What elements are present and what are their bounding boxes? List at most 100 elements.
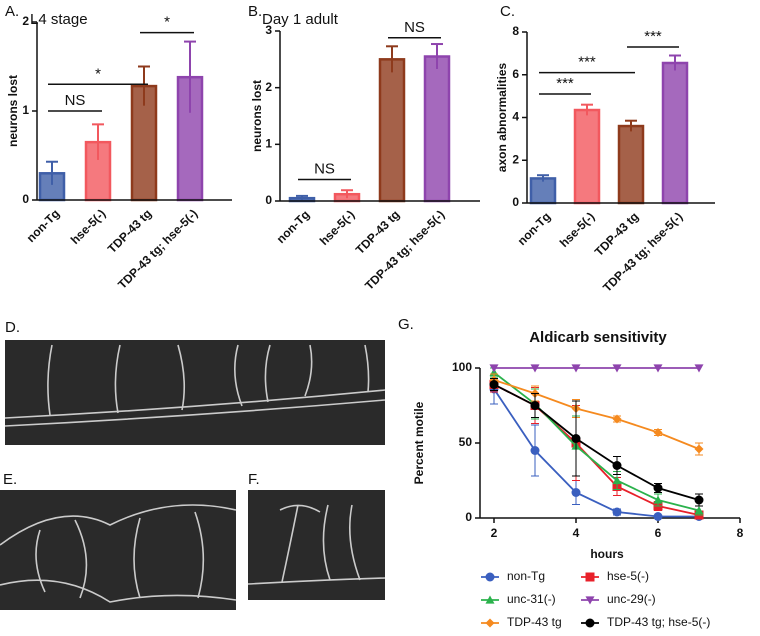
y-tick-label: 0 <box>465 510 472 524</box>
x-tick-label: TDP-43 tg; hse-5(-) <box>115 206 200 291</box>
marker <box>530 364 540 373</box>
error-bar <box>431 43 443 69</box>
marker <box>489 380 499 389</box>
marker <box>571 488 581 497</box>
series-line <box>493 383 700 516</box>
y-axis-label: Percent motile <box>412 401 426 484</box>
y-tick-label: 6 <box>512 67 519 81</box>
error-bar <box>537 174 549 182</box>
legend-label: unc-31(-) <box>507 592 556 606</box>
significance-label: NS <box>404 19 425 36</box>
marker <box>489 364 499 373</box>
marker <box>530 401 540 410</box>
x-tick-label: 6 <box>655 526 662 540</box>
y-axis-label: neurons lost <box>250 80 264 152</box>
significance-label: *** <box>556 75 574 92</box>
marker <box>694 495 704 505</box>
micrograph-e <box>0 490 237 610</box>
legend-label: TDP-43 tg <box>507 615 562 629</box>
panel-label: A. <box>5 3 19 20</box>
x-tick-label: hse-5(-) <box>68 206 109 247</box>
panel-label: G. <box>398 316 414 333</box>
y-tick-label: 1 <box>22 103 29 117</box>
marker <box>653 512 663 521</box>
y-tick-label: 0 <box>512 195 519 209</box>
marker <box>694 506 704 515</box>
error-bar <box>341 189 353 199</box>
bar <box>423 55 451 203</box>
series-line <box>493 388 699 518</box>
panel-label: C. <box>500 3 515 20</box>
error-bar <box>46 160 58 185</box>
marker <box>694 444 704 454</box>
chart-title: L4 stage <box>30 11 88 28</box>
x-tick-label: TDP-43 tg; hse-5(-) <box>600 209 685 294</box>
legend-label: TDP-43 tg; hse-5(-) <box>607 615 710 629</box>
x-tick-label: TDP-43 tg <box>105 206 155 256</box>
error-bar <box>669 54 681 71</box>
panel-label: D. <box>5 319 20 336</box>
legend-label: unc-29(-) <box>607 592 656 606</box>
y-tick-label: 50 <box>459 435 473 449</box>
bar <box>617 124 645 205</box>
bar <box>573 108 601 205</box>
error-bar <box>581 103 593 116</box>
marker <box>612 414 622 424</box>
marker <box>612 364 622 373</box>
bar <box>378 58 406 203</box>
chart-title: Aldicarb sensitivity <box>529 329 667 346</box>
y-axis-label: axon abnormalities <box>495 62 509 172</box>
y-tick-label: 3 <box>265 23 272 37</box>
error-bar <box>92 123 104 160</box>
y-tick-label: 2 <box>22 14 29 28</box>
marker <box>585 572 595 582</box>
panel-label: E. <box>3 471 17 488</box>
y-tick-label: 2 <box>265 80 272 94</box>
x-tick-label: 8 <box>737 526 744 540</box>
x-tick-label: non-Tg <box>24 206 63 245</box>
series-line <box>493 383 700 501</box>
marker <box>612 476 622 485</box>
y-tick-label: 0 <box>265 193 272 207</box>
legend-label: hse-5(-) <box>607 569 649 583</box>
bar <box>661 61 689 205</box>
bar <box>529 177 557 205</box>
marker <box>571 364 581 373</box>
series-line <box>493 379 700 450</box>
marker <box>485 595 495 604</box>
y-tick-label: 1 <box>265 137 272 151</box>
x-axis-label: hours <box>590 547 624 561</box>
error-bar <box>625 119 637 132</box>
significance-label: *** <box>578 54 596 71</box>
chart-title: Day 1 adult <box>262 11 339 28</box>
y-tick-label: 0 <box>22 192 29 206</box>
micrograph-d <box>4 340 386 445</box>
marker <box>530 446 540 455</box>
marker <box>485 618 495 628</box>
panel-label: F. <box>248 471 260 488</box>
error-bar <box>296 194 308 201</box>
y-tick-label: 100 <box>452 360 472 374</box>
marker <box>653 495 663 504</box>
x-tick-label: hse-5(-) <box>317 207 358 248</box>
error-bar <box>138 65 150 106</box>
significance-label: NS <box>314 160 335 177</box>
marker <box>653 428 663 437</box>
micrograph-f <box>247 490 386 600</box>
y-tick-label: 8 <box>512 24 519 38</box>
series-line <box>493 371 700 512</box>
marker <box>585 618 595 628</box>
marker <box>612 461 622 470</box>
x-tick-label: non-Tg <box>274 207 313 246</box>
error-bar <box>386 45 398 73</box>
legend-label: non-Tg <box>507 569 545 583</box>
x-tick-label: non-Tg <box>515 209 554 248</box>
panel-label: B. <box>248 3 262 20</box>
marker <box>585 596 595 605</box>
x-tick-label: 2 <box>491 526 498 540</box>
marker <box>694 364 704 373</box>
marker <box>653 364 663 373</box>
significance-label: * <box>164 14 170 31</box>
significance-label: * <box>95 65 101 82</box>
